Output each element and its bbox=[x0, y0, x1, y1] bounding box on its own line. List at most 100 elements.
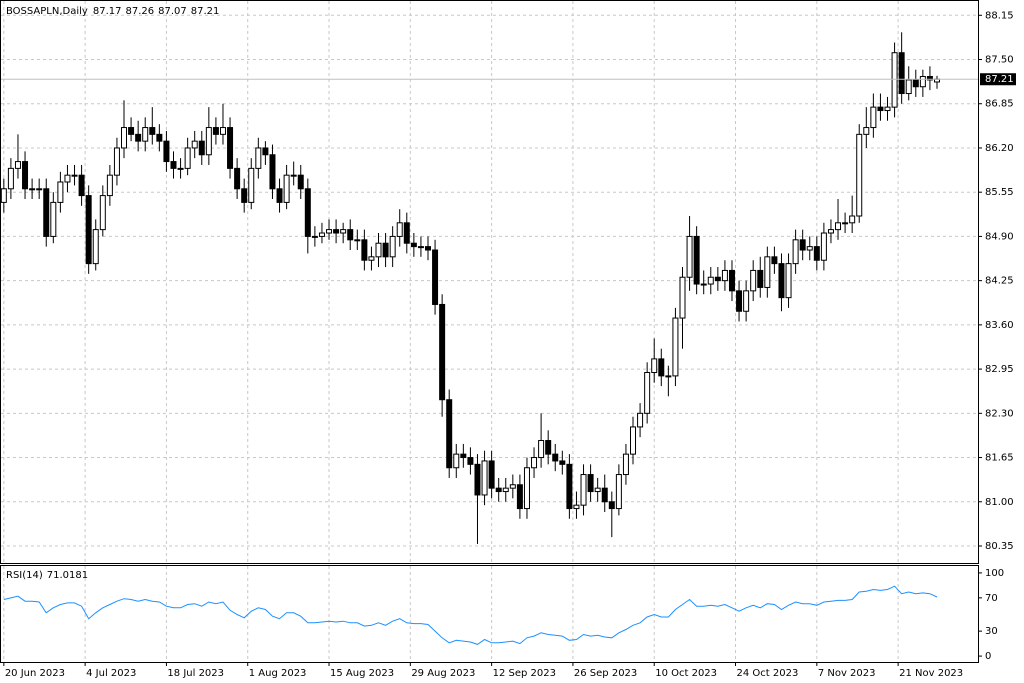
x-tick-label: 20 Jun 2023 bbox=[5, 668, 65, 679]
candle-body bbox=[502, 487, 509, 493]
x-tick-label: 12 Sep 2023 bbox=[493, 668, 556, 679]
candle-body bbox=[856, 133, 863, 217]
candle-body bbox=[333, 229, 340, 234]
candle-body bbox=[170, 161, 177, 169]
candle-body bbox=[842, 222, 849, 225]
candle-body bbox=[156, 133, 163, 142]
candle-body bbox=[326, 229, 333, 234]
candle-body bbox=[142, 127, 149, 142]
candle-body bbox=[707, 276, 714, 285]
candle-body bbox=[205, 127, 212, 156]
candle-body bbox=[516, 484, 523, 510]
candle-body bbox=[177, 167, 184, 170]
y-tick-label: 82.30 bbox=[985, 408, 1014, 419]
x-tick-label: 24 Oct 2023 bbox=[737, 668, 799, 679]
candle-body bbox=[417, 246, 424, 249]
candle-body bbox=[792, 239, 799, 265]
candle-body bbox=[884, 106, 891, 112]
y-tick-label: 83.60 bbox=[985, 320, 1014, 331]
candle-body bbox=[219, 127, 226, 135]
candle-body bbox=[905, 79, 912, 95]
y-tick-label: 84.25 bbox=[985, 276, 1014, 287]
x-tick-label: 21 Nov 2023 bbox=[899, 668, 963, 679]
candle-body bbox=[912, 79, 919, 88]
candle-body bbox=[771, 256, 778, 265]
candle-body bbox=[354, 239, 361, 242]
x-tick-label: 4 Jul 2023 bbox=[86, 668, 136, 679]
x-tick-label: 10 Oct 2023 bbox=[655, 668, 717, 679]
candle-body bbox=[7, 167, 14, 190]
x-tick-label: 15 Aug 2023 bbox=[330, 668, 394, 679]
candle-body bbox=[43, 188, 50, 237]
candle-body bbox=[891, 52, 898, 108]
candle-body bbox=[50, 201, 57, 237]
x-tick-label: 18 Jul 2023 bbox=[167, 668, 224, 679]
candle-body bbox=[149, 127, 156, 135]
candle-body bbox=[57, 181, 64, 203]
candle-body bbox=[566, 463, 573, 510]
candle-body bbox=[559, 460, 566, 465]
candle-body bbox=[700, 283, 707, 286]
candle-body bbox=[128, 127, 135, 135]
candle-body bbox=[71, 174, 78, 177]
last-price-label: 87.21 bbox=[985, 74, 1014, 85]
y-tick-label: 87.50 bbox=[985, 55, 1014, 66]
candle-body bbox=[764, 256, 771, 288]
last-price-box bbox=[980, 73, 1016, 86]
candle-body bbox=[877, 106, 884, 112]
candle-body bbox=[622, 453, 629, 476]
candle-body bbox=[135, 133, 142, 142]
candle-body bbox=[926, 76, 933, 81]
candle-body bbox=[495, 487, 502, 493]
candle-body bbox=[637, 412, 644, 428]
y-tick-label: 86.20 bbox=[985, 143, 1014, 154]
candle-body bbox=[750, 269, 757, 292]
candle-body bbox=[686, 235, 693, 278]
candle-body bbox=[778, 263, 785, 299]
candle-body bbox=[644, 371, 651, 414]
rsi-panel bbox=[0, 565, 979, 663]
candle-body bbox=[615, 474, 622, 510]
candle-body bbox=[14, 161, 21, 169]
candle-body bbox=[467, 457, 474, 465]
candle-body bbox=[269, 154, 276, 190]
candle-body bbox=[191, 140, 198, 149]
price-header: BOSSAPLN,Daily 87.17 87.26 87.07 87.21 bbox=[6, 6, 219, 17]
candle-body bbox=[318, 232, 325, 237]
candle-body bbox=[304, 188, 311, 237]
candle-body bbox=[64, 174, 71, 183]
candle-body bbox=[396, 222, 403, 237]
candle-body bbox=[212, 127, 219, 135]
candle-body bbox=[424, 246, 431, 251]
candle-body bbox=[446, 399, 453, 469]
candle-body bbox=[743, 290, 750, 312]
rsi-title: RSI(14) bbox=[6, 570, 43, 581]
candle-body bbox=[432, 249, 439, 305]
y-tick-label: 81.65 bbox=[985, 453, 1014, 464]
x-tick-label: 7 Nov 2023 bbox=[818, 668, 876, 679]
candle-body bbox=[545, 440, 552, 455]
candle-body bbox=[113, 147, 120, 176]
candle-body bbox=[227, 127, 234, 169]
candle-body bbox=[276, 188, 283, 203]
symbol-title: BOSSAPLN,Daily bbox=[6, 6, 88, 17]
candle-body bbox=[693, 235, 700, 285]
y-tick-label: 86.85 bbox=[985, 99, 1014, 110]
rsi-y-tick-label: 0 bbox=[985, 651, 991, 662]
candle-body bbox=[827, 229, 834, 234]
y-tick-label: 84.90 bbox=[985, 231, 1014, 242]
candle-body bbox=[679, 276, 686, 319]
candle-body bbox=[36, 188, 43, 191]
candle-body bbox=[919, 76, 926, 88]
candle-body bbox=[481, 460, 488, 496]
candle-body bbox=[870, 106, 877, 129]
candle-body bbox=[106, 174, 113, 197]
candle-body bbox=[523, 467, 530, 510]
candle-body bbox=[248, 167, 255, 203]
x-tick-label: 1 Aug 2023 bbox=[249, 668, 307, 679]
candle-body bbox=[121, 127, 128, 149]
candle-body bbox=[658, 358, 665, 377]
candle-body bbox=[297, 174, 304, 190]
x-tick-label: 26 Sep 2023 bbox=[574, 668, 637, 679]
